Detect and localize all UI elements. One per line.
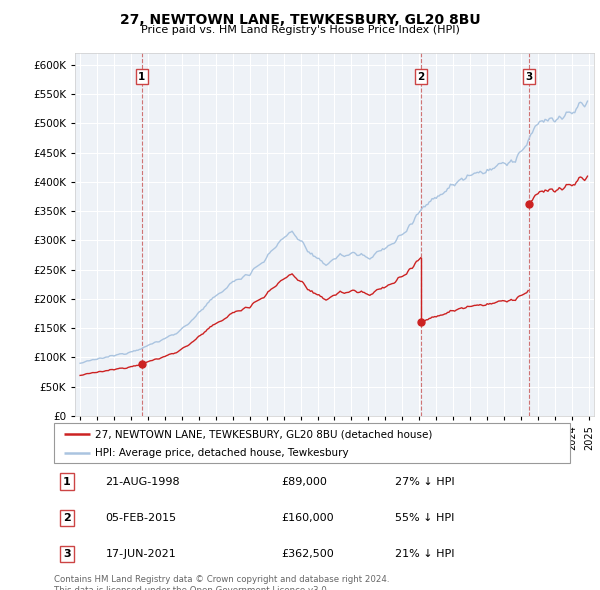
Text: 21% ↓ HPI: 21% ↓ HPI [395,549,454,559]
Text: 2: 2 [63,513,71,523]
Text: 2: 2 [417,72,424,81]
FancyBboxPatch shape [54,423,570,463]
Text: £89,000: £89,000 [281,477,327,487]
Text: 1: 1 [138,72,145,81]
Text: 55% ↓ HPI: 55% ↓ HPI [395,513,454,523]
Text: Contains HM Land Registry data © Crown copyright and database right 2024.
This d: Contains HM Land Registry data © Crown c… [54,575,389,590]
Text: 05-FEB-2015: 05-FEB-2015 [106,513,177,523]
Text: 3: 3 [63,549,71,559]
Text: 17-JUN-2021: 17-JUN-2021 [106,549,176,559]
Text: 21-AUG-1998: 21-AUG-1998 [106,477,180,487]
Text: HPI: Average price, detached house, Tewkesbury: HPI: Average price, detached house, Tewk… [95,448,349,458]
Text: £362,500: £362,500 [281,549,334,559]
Text: 1: 1 [63,477,71,487]
Text: 3: 3 [525,72,532,81]
Text: 27, NEWTOWN LANE, TEWKESBURY, GL20 8BU: 27, NEWTOWN LANE, TEWKESBURY, GL20 8BU [119,13,481,27]
Text: 27, NEWTOWN LANE, TEWKESBURY, GL20 8BU (detached house): 27, NEWTOWN LANE, TEWKESBURY, GL20 8BU (… [95,430,433,440]
Text: Price paid vs. HM Land Registry's House Price Index (HPI): Price paid vs. HM Land Registry's House … [140,25,460,35]
Text: 27% ↓ HPI: 27% ↓ HPI [395,477,454,487]
Text: £160,000: £160,000 [281,513,334,523]
